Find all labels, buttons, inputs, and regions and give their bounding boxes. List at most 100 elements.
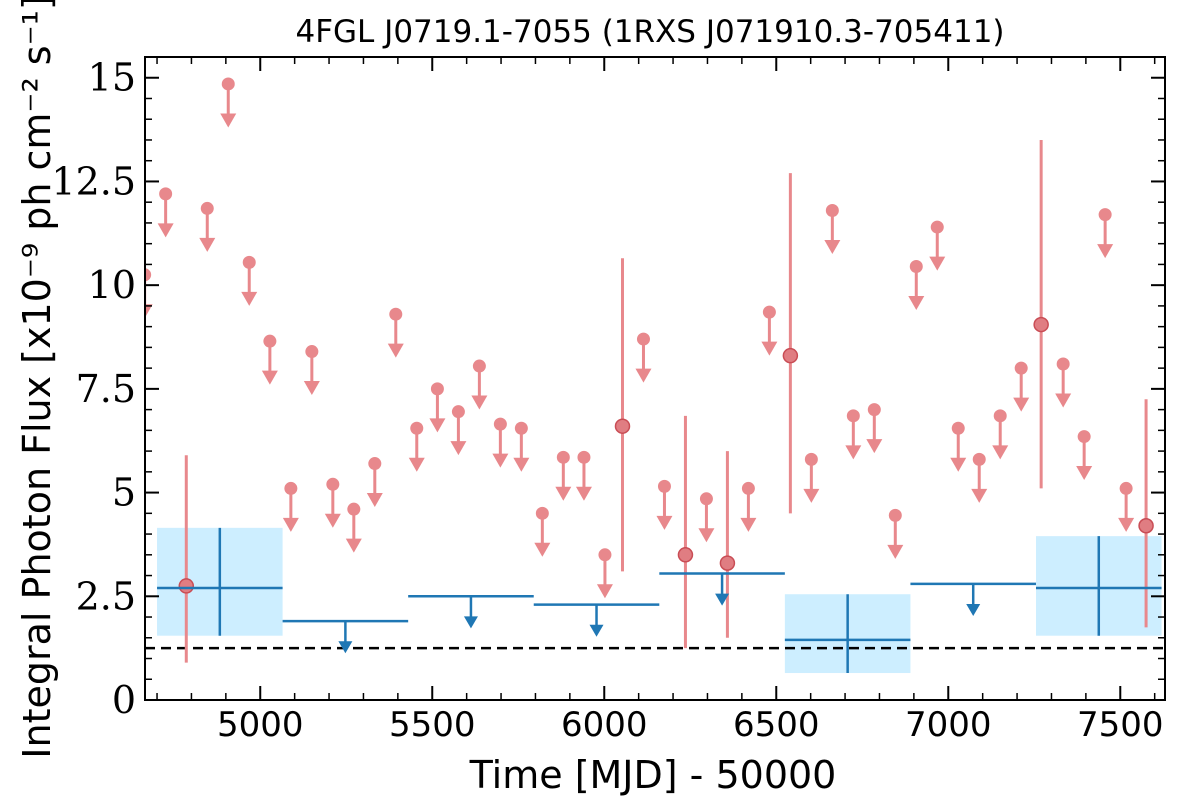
short-bin-ul-point <box>951 421 965 435</box>
short-bin-ul-point <box>909 259 923 273</box>
short-bin-ul-arrow <box>408 457 425 472</box>
y-tick-label: 12.5 <box>51 159 136 203</box>
long-bin-ul-arrow <box>715 593 730 606</box>
short-bin-point <box>782 347 799 364</box>
short-bin-ul-arrow <box>513 457 530 472</box>
short-bin-ul-point <box>200 201 214 215</box>
short-bin-ul-arrow <box>366 493 383 508</box>
short-bin-ul-arrow <box>971 488 988 503</box>
short-bin-ul-arrow <box>992 445 1009 460</box>
x-tick-label: 7000 <box>905 705 992 745</box>
short-bin-ul-point <box>145 268 152 282</box>
short-bin-ul-point <box>347 502 361 516</box>
x-tick-label: 6500 <box>733 705 820 745</box>
short-bin-ul-arrow <box>145 304 153 318</box>
x-tick-label: 5500 <box>389 705 476 745</box>
short-bin-ul-point <box>888 508 902 522</box>
short-bin-ul-arrow <box>1055 393 1072 408</box>
y-tick-label: 10 <box>88 263 136 307</box>
short-bin-ul-arrow <box>1118 517 1135 532</box>
short-bin-ul-arrow <box>656 515 673 530</box>
short-bin-ul-point <box>535 506 549 520</box>
short-bin-ul-point <box>1056 357 1070 371</box>
short-bin-point <box>178 578 195 594</box>
short-bin-point <box>719 555 736 571</box>
short-bin-ul-arrow <box>575 486 592 501</box>
short-bin-ul-arrow <box>950 457 967 472</box>
short-bin-ul-arrow <box>803 488 820 503</box>
short-bin-ul-arrow <box>635 368 652 383</box>
short-bin-ul-arrow <box>157 223 174 238</box>
short-bin-ul-arrow <box>740 517 757 532</box>
y-tick-label: 7.5 <box>76 367 136 411</box>
short-bin-ul-arrow <box>824 239 841 254</box>
short-bin-ul-point <box>305 345 319 359</box>
short-bin-ul-point <box>556 450 570 464</box>
short-bin-ul-arrow <box>1097 244 1114 259</box>
short-bin-ul-arrow <box>1013 397 1030 412</box>
y-tick-label: 0 <box>112 678 136 722</box>
short-bin-point <box>1138 518 1154 534</box>
short-bin-ul-arrow <box>303 381 320 396</box>
short-bin-ul-point <box>368 457 382 471</box>
short-bin-ul-point <box>1098 208 1112 222</box>
short-bin-ul-arrow <box>866 439 883 454</box>
short-bin-ul-arrow <box>282 517 299 532</box>
short-bin-ul-point <box>804 452 818 466</box>
plot-frame <box>144 56 1166 701</box>
plot-area <box>145 77 1165 674</box>
short-bin-point <box>677 547 694 563</box>
short-bin-ul-arrow <box>199 237 216 252</box>
chart-title: 4FGL J0719.1-7055 (1RXS J071910.3-705411… <box>295 14 1004 50</box>
y-tick-label: 5 <box>112 471 136 515</box>
short-bin-ul-point <box>389 307 403 321</box>
short-bin-ul-point <box>825 203 839 217</box>
short-bin-ul-point <box>993 409 1007 423</box>
short-bin-ul-arrow <box>492 453 509 468</box>
short-bin-ul-point <box>972 452 986 466</box>
short-bin-ul-point <box>657 479 671 493</box>
x-tick-label: 5000 <box>217 705 304 745</box>
short-bin-ul-point <box>699 492 713 506</box>
short-bin-ul-arrow <box>534 542 551 557</box>
short-bin-ul-arrow <box>596 584 613 599</box>
short-bin-ul-point <box>430 382 444 396</box>
short-bin-point <box>1033 316 1049 333</box>
short-bin-ul-point <box>514 421 528 435</box>
short-bin-ul-arrow <box>929 256 946 271</box>
short-bin-ul-arrow <box>429 418 446 433</box>
y-axis-label: Integral Photon Flux [x10⁻⁹ ph cm⁻² s⁻¹] <box>15 0 59 759</box>
short-bin-ul-point <box>762 305 776 319</box>
short-bin-ul-arrow <box>887 544 904 559</box>
y-tick-label: 15 <box>88 56 136 100</box>
short-bin-ul-point <box>159 187 173 201</box>
short-bin-ul-arrow <box>698 528 715 543</box>
short-bin-ul-point <box>846 409 860 423</box>
short-bin-ul-arrow <box>1076 466 1093 481</box>
axis-ticks: 5000 5500 6000 6500 7000 7500 0 2.5 5 7.5 10 12.5 15 <box>51 56 1165 745</box>
short-bin-ul-arrow <box>761 341 778 356</box>
x-tick-label: 6000 <box>561 705 648 745</box>
short-bin-ul-point <box>598 548 612 562</box>
short-bin-ul-arrow <box>471 395 488 410</box>
short-bin-ul-point <box>1119 481 1133 495</box>
short-bin-ul-arrow <box>241 291 258 306</box>
short-bin-ul-point <box>867 403 881 417</box>
short-bin-ul-point <box>930 220 944 234</box>
short-bin-ul-point <box>242 255 256 269</box>
short-bin-ul-arrow <box>845 445 862 460</box>
short-bin-ul-arrow <box>908 295 925 310</box>
long-bin-ul-arrow <box>463 616 478 629</box>
short-bin-ul-arrow <box>220 113 237 128</box>
short-bin-ul-point <box>451 405 465 419</box>
short-bin-ul-arrow <box>450 441 467 456</box>
short-bin-ul-arrow <box>555 486 572 501</box>
short-bin-ul-point <box>493 417 507 431</box>
short-bin-point <box>614 418 631 434</box>
y-tick-label: 2.5 <box>76 574 136 618</box>
short-bin-ul-point <box>577 450 591 464</box>
short-bin-ul-arrow <box>345 538 362 553</box>
short-bin-ul-point <box>221 77 235 91</box>
x-tick-label: 7500 <box>1077 705 1164 745</box>
